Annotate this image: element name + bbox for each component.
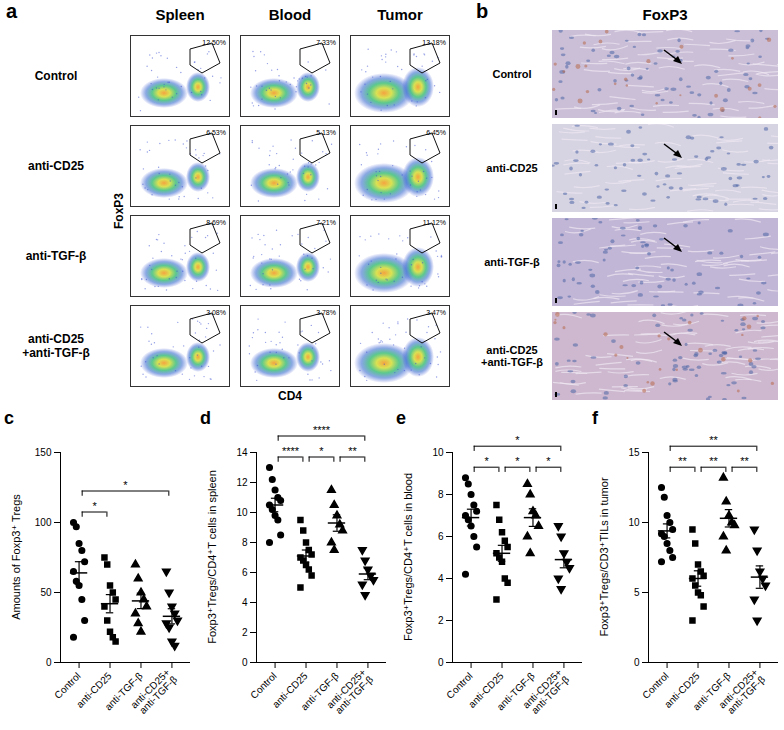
svg-text:anti-TGF-β: anti-TGF-β xyxy=(690,670,733,713)
html-text:Amounts of Foxp3⁺ Tregs: Amounts of Foxp3⁺ Tregs xyxy=(9,494,22,620)
svg-text:anti-CD25: anti-CD25 xyxy=(662,670,702,710)
svg-text:8: 8 xyxy=(438,489,444,500)
html-text:anti-CD25 +anti-TGF-β: anti-CD25 +anti-TGF-β xyxy=(22,332,90,360)
html-text:b: b xyxy=(476,0,489,22)
html-text:Foxp3⁺Tregs/CD4⁺T cells in blo: Foxp3⁺Tregs/CD4⁺T cells in blood xyxy=(401,472,414,642)
svg-text:Control: Control xyxy=(640,670,671,701)
html-text:anti-CD25: anti-CD25 xyxy=(486,162,538,174)
svg-text:10: 10 xyxy=(236,507,248,518)
html-text:d: d xyxy=(200,408,211,428)
svg-text:anti-CD25+anti-TGF-β: anti-CD25+anti-TGF-β xyxy=(128,667,179,718)
svg-text:*: * xyxy=(319,445,324,457)
svg-text:****: **** xyxy=(282,445,300,457)
svg-text:5.13%: 5.13% xyxy=(316,129,336,136)
svg-text:**: ** xyxy=(740,455,749,467)
svg-text:6.53%: 6.53% xyxy=(206,129,226,136)
svg-text:10: 10 xyxy=(432,447,444,458)
svg-text:0: 0 xyxy=(46,657,52,668)
svg-text:Control: Control xyxy=(444,670,475,701)
html-text:e: e xyxy=(396,408,406,428)
svg-text:3.47%: 3.47% xyxy=(426,309,446,316)
html-text:a: a xyxy=(6,0,18,22)
svg-text:anti-CD25+anti-TGF-β: anti-CD25+anti-TGF-β xyxy=(716,667,767,718)
html-text:CD4: CD4 xyxy=(278,389,302,403)
html-text:Control: Control xyxy=(492,68,532,80)
html-text:f: f xyxy=(592,408,598,428)
svg-text:**: ** xyxy=(348,445,357,457)
svg-text:anti-CD25+anti-TGF-β: anti-CD25+anti-TGF-β xyxy=(520,667,571,718)
html-text:Blood: Blood xyxy=(268,6,312,23)
svg-text:anti-TGF-β: anti-TGF-β xyxy=(298,670,341,713)
html-text:Tumor: Tumor xyxy=(377,6,423,23)
svg-text:Control: Control xyxy=(52,670,83,701)
svg-text:5: 5 xyxy=(634,587,640,598)
svg-text:anti-CD25: anti-CD25 xyxy=(270,670,310,710)
html-text:Control: Control xyxy=(34,69,78,83)
svg-text:0: 0 xyxy=(634,657,640,668)
html-text:anti-CD25 +anti-TGF-β: anti-CD25 +anti-TGF-β xyxy=(481,344,543,368)
svg-text:7.33%: 7.33% xyxy=(316,39,336,46)
html-text:FoxP3: FoxP3 xyxy=(642,6,688,23)
svg-text:anti-CD25+anti-TGF-β: anti-CD25+anti-TGF-β xyxy=(324,667,375,718)
svg-text:11.12%: 11.12% xyxy=(423,219,446,226)
svg-text:3.78%: 3.78% xyxy=(316,309,336,316)
svg-text:8.69%: 8.69% xyxy=(206,219,226,226)
svg-text:7.21%: 7.21% xyxy=(316,219,336,226)
svg-text:0: 0 xyxy=(438,657,444,668)
svg-text:anti-CD25: anti-CD25 xyxy=(74,670,114,710)
svg-text:12.50%: 12.50% xyxy=(202,39,226,46)
svg-text:6: 6 xyxy=(242,567,248,578)
svg-text:anti-CD25: anti-CD25 xyxy=(466,670,506,710)
svg-text:*: * xyxy=(515,455,520,467)
svg-text:13.18%: 13.18% xyxy=(422,39,446,46)
svg-text:Control: Control xyxy=(248,670,279,701)
svg-text:150: 150 xyxy=(35,447,52,458)
html-text:Foxp3⁺Tregs/CD4⁺T cells in spl: Foxp3⁺Tregs/CD4⁺T cells in spleen xyxy=(205,470,218,644)
svg-text:15: 15 xyxy=(628,447,640,458)
svg-text:*: * xyxy=(92,500,97,512)
svg-text:100: 100 xyxy=(35,517,52,528)
svg-text:8: 8 xyxy=(242,537,248,548)
html-text:Foxp3⁺Tregs/CD3⁺TILs in tumor: Foxp3⁺Tregs/CD3⁺TILs in tumor xyxy=(597,477,610,637)
html-text:anti-TGF-β: anti-TGF-β xyxy=(25,249,87,263)
svg-text:14: 14 xyxy=(236,447,248,458)
svg-text:**: ** xyxy=(709,434,718,446)
svg-text:*: * xyxy=(515,434,520,446)
svg-text:4: 4 xyxy=(438,573,444,584)
svg-text:0: 0 xyxy=(242,657,248,668)
svg-text:12: 12 xyxy=(236,477,248,488)
svg-text:3.08%: 3.08% xyxy=(206,309,226,316)
svg-text:50: 50 xyxy=(40,587,52,598)
svg-text:*: * xyxy=(546,455,551,467)
svg-text:**: ** xyxy=(678,455,687,467)
svg-text:*: * xyxy=(123,479,128,491)
svg-text:2: 2 xyxy=(242,627,248,638)
html-text:c: c xyxy=(4,408,14,428)
html-text:anti-TGF-β: anti-TGF-β xyxy=(484,256,540,268)
svg-text:anti-TGF-β: anti-TGF-β xyxy=(494,670,537,713)
svg-text:6.45%: 6.45% xyxy=(426,129,446,136)
svg-text:10: 10 xyxy=(628,517,640,528)
html-text:anti-CD25: anti-CD25 xyxy=(28,159,84,173)
svg-text:anti-TGF-β: anti-TGF-β xyxy=(102,670,145,713)
svg-text:2: 2 xyxy=(438,615,444,626)
html-text:Spleen: Spleen xyxy=(155,6,205,23)
svg-text:****: **** xyxy=(313,424,331,436)
svg-text:6: 6 xyxy=(438,531,444,542)
html-text:FoxP3: FoxP3 xyxy=(112,193,126,229)
svg-text:*: * xyxy=(484,455,489,467)
svg-text:**: ** xyxy=(709,455,718,467)
svg-text:4: 4 xyxy=(242,597,248,608)
